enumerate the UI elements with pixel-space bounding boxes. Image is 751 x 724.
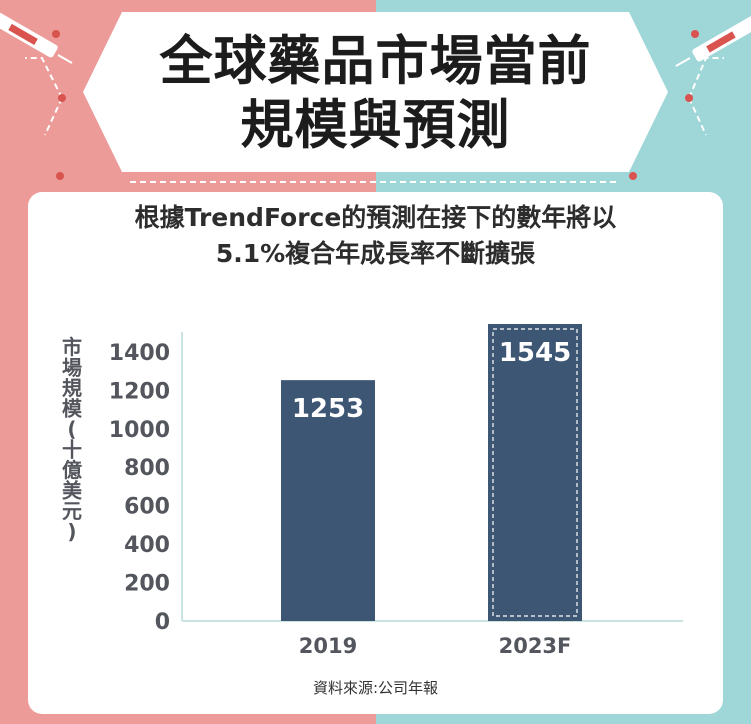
bar-2023F (488, 324, 582, 621)
y-axis-label-char: 場 (62, 356, 82, 380)
title-banner (0, 12, 751, 183)
y-tick-label: 600 (124, 495, 170, 520)
title-line-1: 全球藥品市場當前 (159, 31, 592, 92)
y-tick-label: 800 (124, 456, 170, 481)
subtitle-line-2: 5.1%複合年成長率不斷擴張 (215, 239, 536, 268)
subtitle-line-1: 根據TrendForce的預測在接下的數年將以 (134, 203, 617, 232)
y-tick-label: 1000 (109, 418, 170, 443)
syringe-left-icon (0, 12, 73, 64)
chart-card (28, 192, 723, 714)
y-axis-label-char: 模 (62, 397, 83, 421)
y-tick-label: 0 (155, 610, 170, 635)
bar-2019 (281, 380, 375, 621)
banner-decoration-lines (25, 57, 724, 183)
y-axis-label-char: 市 (62, 335, 82, 359)
banner-shape (83, 12, 668, 172)
y-tick-label: 1400 (109, 341, 170, 366)
x-tick-label: 2019 (299, 634, 357, 658)
y-tick-label: 400 (124, 533, 170, 558)
x-tick-label: 2023F (499, 634, 572, 658)
y-axis-label-char: 美 (62, 479, 83, 503)
y-axis-label-char: ) (67, 520, 76, 544)
banner-dots (52, 30, 699, 180)
y-axis-label-char: 億 (62, 458, 82, 482)
y-axis-label-char: 十 (62, 438, 82, 462)
forecast-dashed-outline (492, 328, 578, 617)
y-tick-label: 200 (124, 572, 170, 597)
title-line-2: 規模與預測 (240, 95, 511, 156)
chart-subtitle: 根據TrendForce的預測在接下的數年將以 5.1%複合年成長率不斷擴張 (28, 200, 723, 272)
syringe-right-icon (675, 16, 751, 67)
y-axis-label-char: ( (67, 417, 76, 441)
y-axis-label-char: 元 (62, 499, 82, 523)
bar-value-label: 1545 (499, 338, 571, 368)
page-title: 全球藥品市場當前 規模與預測 (0, 30, 751, 158)
y-axis-label-char: 規 (62, 376, 82, 400)
source-note: 資料來源:公司年報 (312, 679, 439, 697)
y-tick-label: 1200 (109, 379, 170, 404)
bar-value-label: 1253 (292, 394, 364, 424)
